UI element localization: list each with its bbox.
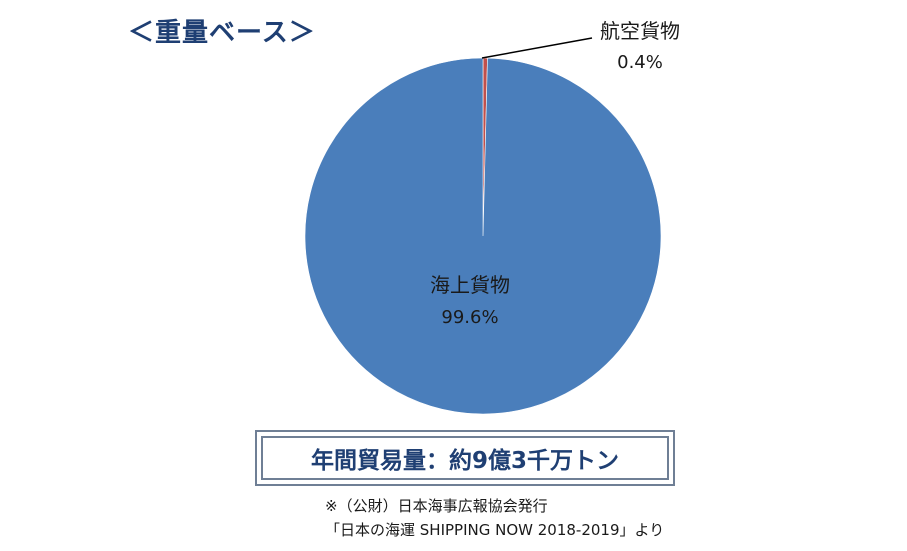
source-note-line1: ※（公財）日本海事広報協会発行 [325, 497, 548, 515]
annual-trade-volume-text: 年間貿易量：約9億3千万トン [310, 448, 619, 474]
annual-trade-volume-box: 年間貿易量：約9億3千万トン [255, 430, 675, 486]
air-cargo-callout-line [481, 37, 593, 59]
sea-cargo-value-label: 99.6% [441, 307, 498, 328]
annual-trade-volume-box-inner: 年間貿易量：約9億3千万トン [261, 436, 669, 480]
pie-slices [304, 57, 662, 415]
sea-cargo-name-label: 海上貨物 [430, 273, 510, 297]
air-cargo-value-label: 0.4% [617, 52, 663, 73]
chart-heading: ＜重量ベース＞ [128, 18, 316, 48]
source-note-line2: 「日本の海運 SHIPPING NOW 2018-2019」より [325, 521, 665, 539]
air-cargo-name-label: 航空貨物 [600, 19, 680, 43]
sea-cargo-slice [304, 57, 662, 415]
